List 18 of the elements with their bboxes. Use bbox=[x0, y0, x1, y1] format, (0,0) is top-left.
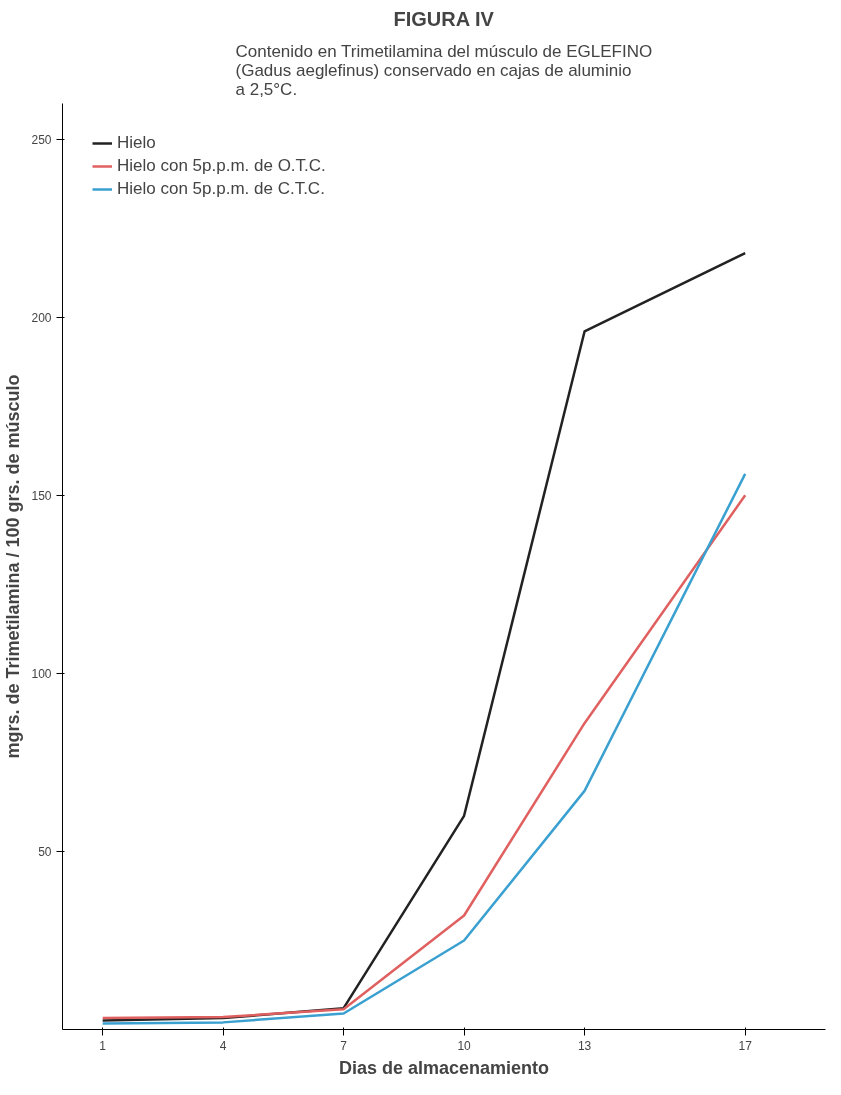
legend-label: Hielo con 5p.p.m. de O.T.C. bbox=[117, 156, 326, 176]
x-tick-label: 4 bbox=[219, 1038, 227, 1053]
legend-label: Hielo bbox=[117, 133, 156, 153]
x-tick-label: 13 bbox=[577, 1038, 592, 1053]
y-tick-label: 150 bbox=[31, 488, 52, 503]
x-tick-label: 1 bbox=[99, 1038, 107, 1053]
y-tick-label: 50 bbox=[38, 844, 52, 859]
y-axis-title: mgrs. de Trimetilamina / 100 grs. de músculo bbox=[3, 374, 24, 759]
chart-subtitle: Contenido en Trimetilamina del músculo de EGLEFINO (Gadus aeglefinus) conservado en cajas de aluminio a 2,5°C. bbox=[235, 41, 653, 99]
x-tick-label: 10 bbox=[457, 1038, 472, 1053]
x-tick-label: 17 bbox=[738, 1038, 753, 1053]
y-tick-label: 250 bbox=[31, 132, 52, 147]
x-tick-label: 7 bbox=[340, 1038, 348, 1053]
y-tick-label: 200 bbox=[31, 310, 52, 325]
chart-title: FIGURA IV bbox=[393, 7, 495, 30]
legend-label: Hielo con 5p.p.m. de C.T.C. bbox=[117, 179, 325, 199]
y-tick-label: 100 bbox=[31, 666, 52, 681]
x-axis-title: Dias de almacenamiento bbox=[338, 1057, 550, 1078]
